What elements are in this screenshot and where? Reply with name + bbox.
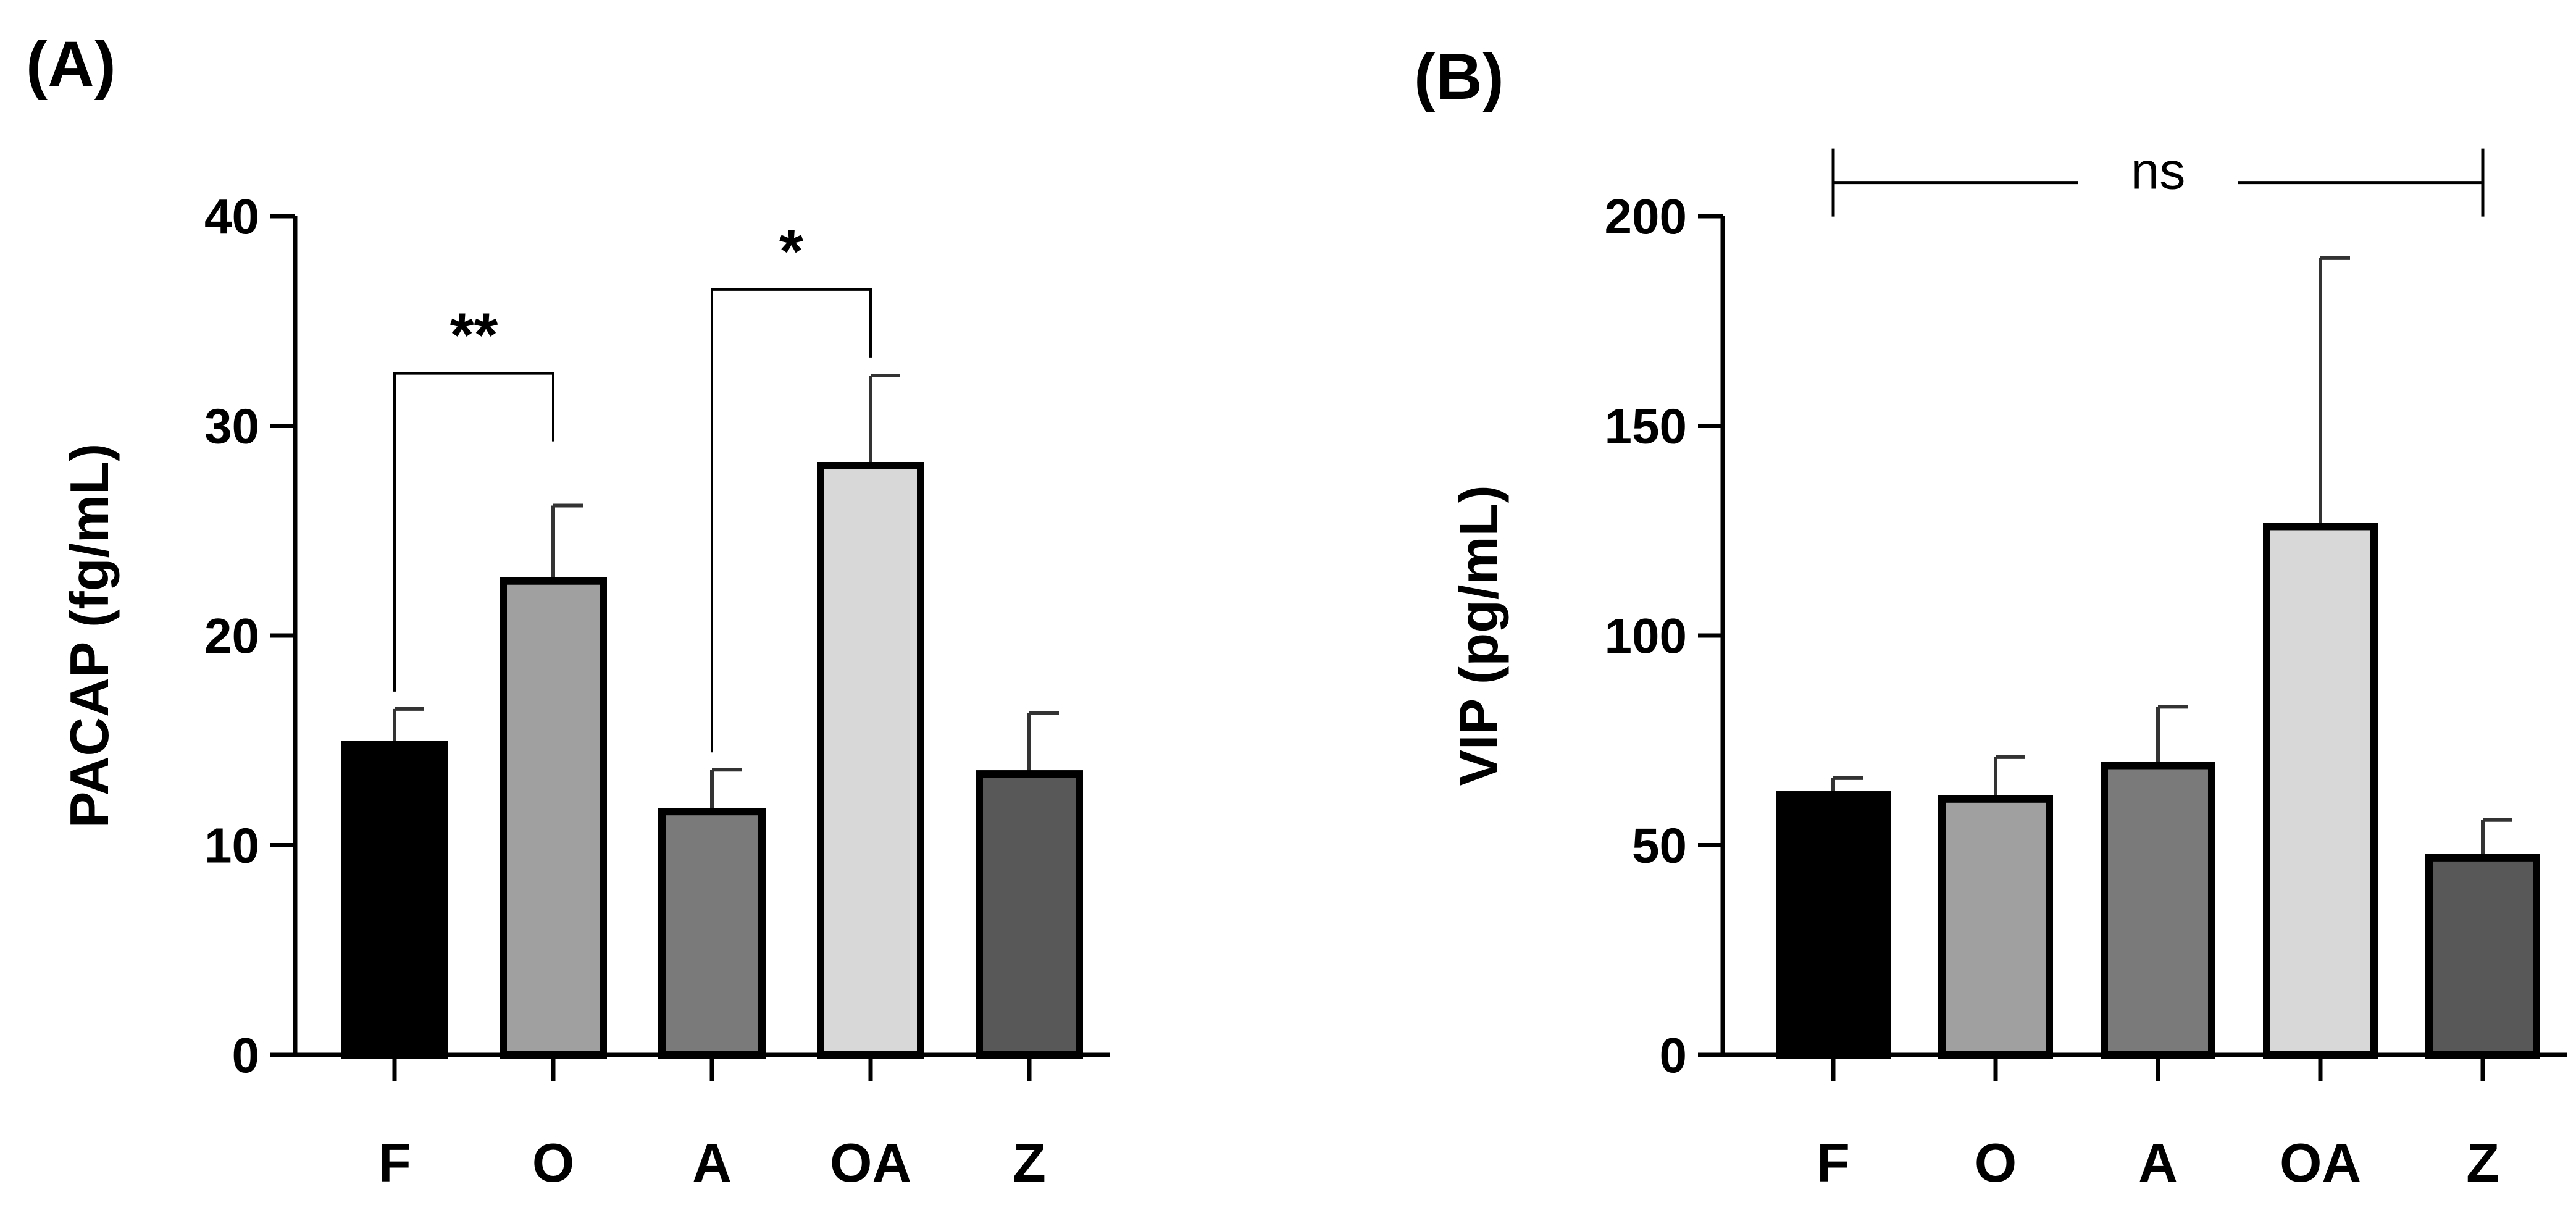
bar-A: [2101, 762, 2215, 1059]
y-axis-title: VIP (pg/mL): [1448, 485, 1509, 786]
y-axis-title: PACAP (fg/mL): [59, 443, 120, 828]
y-tick-label-50: 50: [1632, 818, 1687, 873]
category-label-Z: Z: [1013, 1132, 1046, 1193]
bar-OA: [817, 462, 924, 1059]
category-label-OA: OA: [2280, 1132, 2361, 1193]
panel-label: (B): [1414, 41, 1504, 113]
bar-Z: [976, 770, 1083, 1059]
y-tick-label-0: 0: [232, 1028, 260, 1083]
category-label-F: F: [378, 1132, 411, 1193]
y-tick-label-0: 0: [1660, 1028, 1687, 1083]
category-label-O: O: [1975, 1132, 2017, 1193]
bar-F: [341, 741, 448, 1059]
significance-label-0: ns: [2131, 142, 2186, 200]
y-tick-label-10: 10: [204, 818, 259, 873]
y-tick-label-30: 30: [204, 399, 259, 454]
significance-bracket-0: [393, 372, 554, 692]
category-label-A: A: [692, 1132, 732, 1193]
bar-O: [500, 577, 607, 1059]
bar-Z: [2425, 854, 2540, 1059]
bar-A: [658, 808, 766, 1059]
bar-O: [1938, 795, 2053, 1059]
significance-label-1: *: [779, 217, 803, 286]
category-label-O: O: [532, 1132, 574, 1193]
significance-label-0: **: [450, 301, 498, 370]
category-label-F: F: [1817, 1132, 1850, 1193]
significance-bracket-1: [711, 288, 872, 753]
y-tick-label-200: 200: [1605, 189, 1687, 244]
panel-label: (A): [26, 28, 116, 101]
category-label-A: A: [2138, 1132, 2178, 1193]
category-label-OA: OA: [830, 1132, 911, 1193]
category-label-Z: Z: [2466, 1132, 2499, 1193]
bar-OA: [2263, 523, 2378, 1059]
y-tick-label-100: 100: [1605, 608, 1687, 663]
y-tick-label-150: 150: [1605, 399, 1687, 454]
bar-F: [1776, 791, 1891, 1059]
y-tick-label-40: 40: [204, 189, 259, 244]
y-tick-label-20: 20: [204, 608, 259, 663]
